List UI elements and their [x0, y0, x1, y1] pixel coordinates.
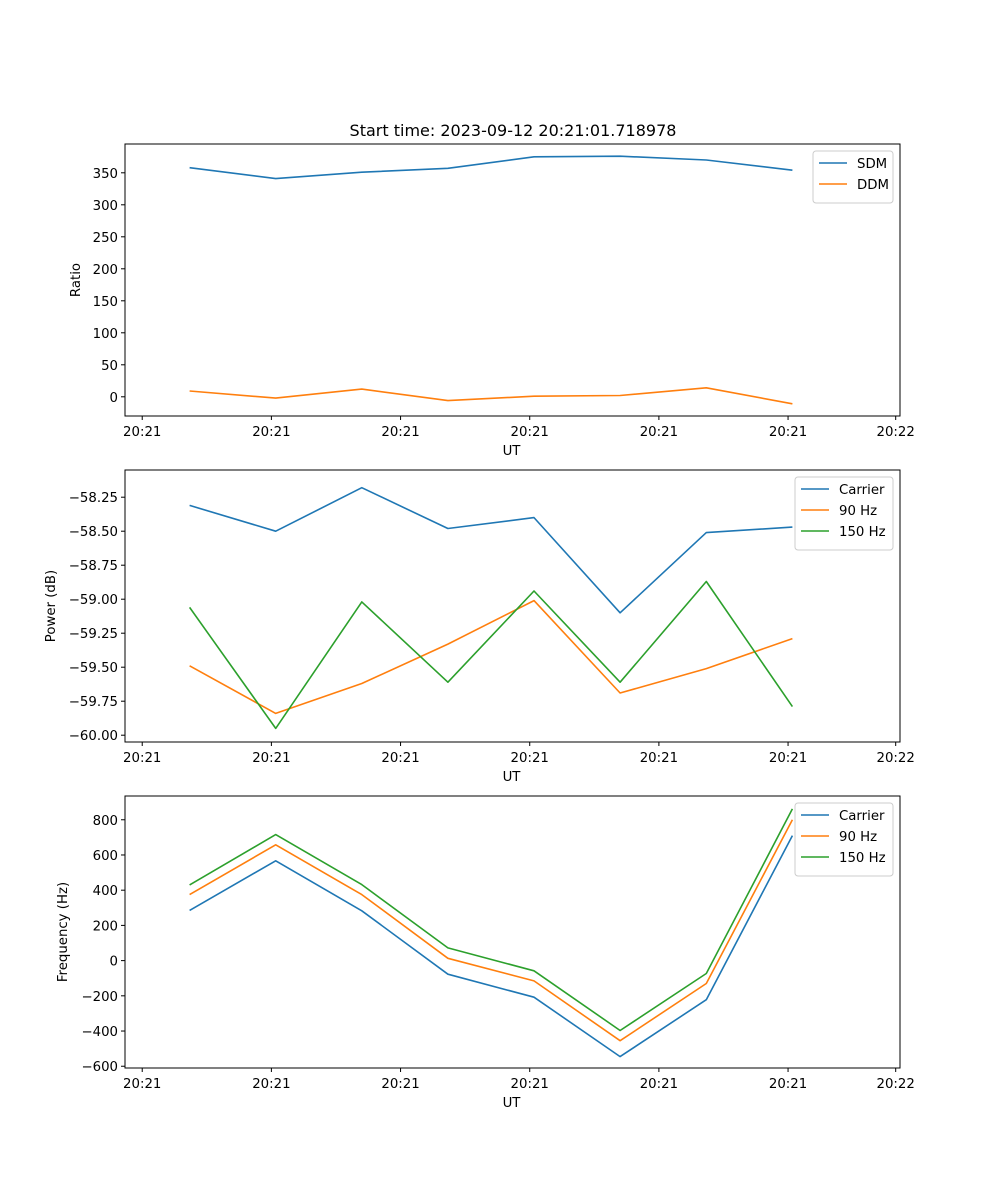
x-tick-label: 20:21: [123, 751, 161, 766]
y-tick-label: −59.25: [69, 627, 118, 642]
x-axis-label: UT: [503, 1096, 522, 1111]
y-tick-label: 800: [93, 814, 118, 829]
legend: Carrier 90 Hz 150 Hz: [794, 476, 894, 551]
x-tick-label: 20:21: [640, 425, 678, 440]
legend: SDM DDM: [812, 150, 894, 204]
y-tick-label: 300: [93, 199, 118, 214]
x-tick-label: 20:21: [123, 1077, 161, 1092]
series-line-150-hz: [189, 808, 794, 1032]
y-tick-label: 350: [93, 167, 118, 182]
legend-label: 150 Hz: [839, 851, 886, 866]
series-line-ddm: [189, 386, 793, 405]
y-tick-label: 50: [101, 359, 118, 374]
y-tick-label: −59.75: [69, 695, 118, 710]
legend-label: DDM: [857, 178, 889, 193]
legend-box: [812, 150, 894, 204]
y-tick-label: 0: [110, 391, 118, 406]
figure-title: Start time: 2023-09-12 20:21:01.718978: [350, 121, 677, 140]
legend-label: 90 Hz: [839, 504, 877, 519]
x-tick-label: 20:22: [877, 751, 915, 766]
x-axis-label: UT: [503, 444, 522, 459]
axes-frame: [124, 143, 901, 417]
legend-label: SDM: [857, 157, 887, 172]
legend-label: Carrier: [839, 483, 885, 498]
y-tick-label: 0: [110, 955, 118, 970]
y-axis-label: Ratio: [69, 263, 84, 297]
x-tick-label: 20:22: [877, 425, 915, 440]
x-tick-label: 20:21: [511, 1077, 549, 1092]
x-tick-label: 20:21: [640, 751, 678, 766]
x-tick-label: 20:21: [640, 1077, 678, 1092]
x-tick-label: 20:21: [511, 425, 549, 440]
y-tick-label: 600: [93, 849, 118, 864]
x-tick-label: 20:21: [511, 751, 549, 766]
legend-label: 150 Hz: [839, 525, 886, 540]
x-tick-label: 20:21: [252, 751, 290, 766]
y-axis-label: Power (dB): [44, 570, 59, 642]
axes-frame: [124, 795, 901, 1069]
y-tick-label: −59.50: [69, 661, 118, 676]
series-line-150-hz: [188, 580, 794, 730]
panel-3: 20:21 20:21 20:21 20:21 20:21 20:21 20:22 −600 −…: [56, 795, 915, 1111]
y-tick-label: −58.25: [69, 491, 118, 506]
x-tick-label: 20:21: [252, 1077, 290, 1092]
y-tick-label: 150: [93, 295, 118, 310]
series-line-sdm: [189, 155, 793, 180]
x-tick-label: 20:21: [381, 751, 419, 766]
legend-label: Carrier: [839, 809, 885, 824]
series-line-90-hz: [189, 819, 794, 1042]
series-line-carrier: [189, 486, 793, 614]
y-tick-label: −400: [81, 1025, 118, 1040]
y-tick-label: −200: [81, 990, 118, 1005]
x-tick-label: 20:21: [381, 1077, 419, 1092]
y-tick-label: 100: [93, 327, 118, 342]
x-tick-label: 20:21: [769, 751, 807, 766]
y-tick-label: 200: [93, 263, 118, 278]
legend: Carrier 90 Hz 150 Hz: [794, 802, 894, 877]
panels: 20:21 20:21 20:21 20:21 20:21 20:21 20:22 0 50 10…: [44, 143, 915, 1111]
panel-2: 20:21 20:21 20:21 20:21 20:21 20:21 20:22 −60.0…: [44, 469, 915, 785]
x-tick-label: 20:21: [769, 1077, 807, 1092]
y-axis-label: Frequency (Hz): [56, 882, 71, 982]
x-axis-label: UT: [503, 770, 522, 785]
x-tick-label: 20:21: [252, 425, 290, 440]
panel-1: 20:21 20:21 20:21 20:21 20:21 20:21 20:22 0 50 10…: [69, 143, 915, 459]
legend-label: 90 Hz: [839, 830, 877, 845]
y-tick-label: −60.00: [69, 729, 118, 744]
y-tick-label: −59.00: [69, 593, 118, 608]
x-tick-label: 20:21: [123, 425, 161, 440]
y-tick-label: −58.75: [69, 559, 118, 574]
y-tick-label: −58.50: [69, 525, 118, 540]
x-tick-label: 20:22: [877, 1077, 915, 1092]
y-tick-label: 250: [93, 231, 118, 246]
y-tick-label: 200: [93, 919, 118, 934]
series-line-carrier: [189, 835, 794, 1058]
x-tick-label: 20:21: [769, 425, 807, 440]
y-tick-label: 400: [93, 884, 118, 899]
y-tick-label: −600: [81, 1060, 118, 1075]
x-tick-label: 20:21: [381, 425, 419, 440]
axes-frame: [124, 469, 901, 743]
